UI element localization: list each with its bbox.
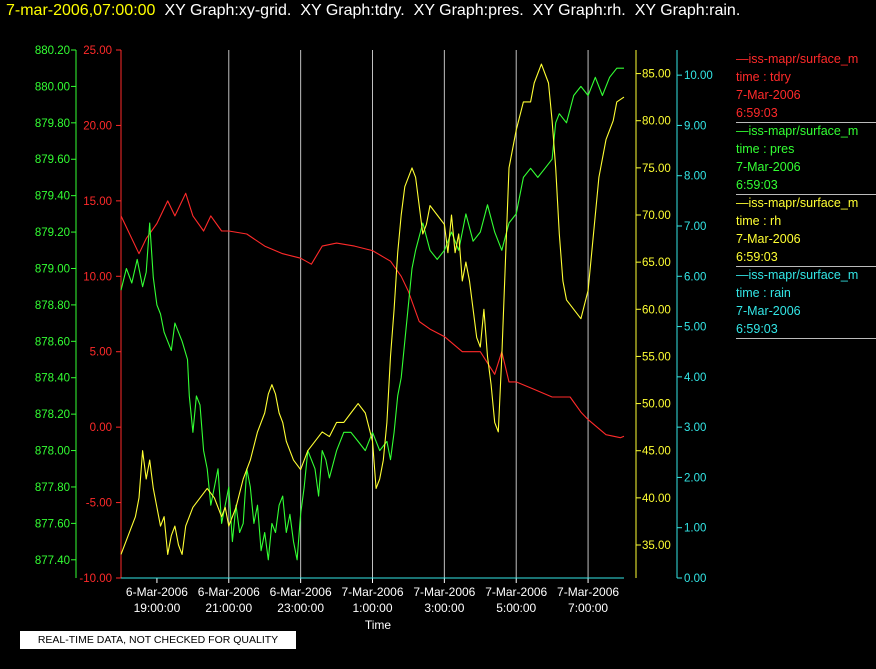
rain-tick-label: 0.00: [684, 573, 706, 585]
legend-divider: [736, 338, 876, 339]
legend-entry-pres[interactable]: —iss-mapr/surface_m time : pres 7-Mar-20…: [736, 122, 876, 195]
rain-tick-label: 1.00: [684, 523, 706, 535]
pres-tick-label: 879.00: [35, 263, 70, 275]
rh-tick-label: 55.00: [642, 351, 671, 363]
rain-tick-label: 9.00: [684, 120, 706, 132]
rain-tick-label: 8.00: [684, 171, 706, 183]
pres-tick-label: 878.20: [35, 409, 70, 421]
tdry-tick-label: 25.00: [83, 45, 112, 57]
x-tick-label-date: 6-Mar-2006: [126, 585, 188, 599]
pres-tick-label: 878.80: [35, 300, 70, 312]
legend-time-pres: 6:59:03: [736, 178, 778, 192]
x-tick-label-time: 1:00:00: [352, 601, 392, 615]
graph-label-pres: XY Graph:pres.: [413, 2, 524, 19]
x-tick-label-date: 7-Mar-2006: [557, 585, 619, 599]
tdry-tick-label: 0.00: [90, 422, 112, 434]
pres-tick-label: 880.00: [35, 81, 70, 93]
rh-tick-label: 35.00: [642, 540, 671, 552]
tdry-tick-label: 20.00: [83, 120, 112, 132]
rh-tick-label: 65.00: [642, 257, 671, 269]
series-line-pres: [120, 67, 624, 561]
pres-tick-label: 879.20: [35, 227, 70, 239]
header-timestamp: 7-mar-2006,07:00:00: [6, 2, 156, 19]
x-tick-label-time: 7:00:00: [568, 601, 608, 615]
tdry-tick-label: 15.00: [83, 196, 112, 208]
x-tick-label-time: 21:00:00: [205, 601, 252, 615]
rh-tick-label: 45.00: [642, 446, 671, 458]
legend-field-tdry: time : tdry: [736, 70, 791, 84]
rain-tick-label: 2.00: [684, 472, 706, 484]
rh-tick-label: 50.00: [642, 399, 671, 411]
pres-tick-label: 879.80: [35, 118, 70, 130]
quality-disclaimer: REAL-TIME DATA, NOT CHECKED FOR QUALITY: [20, 631, 296, 649]
pres-tick-label: 878.40: [35, 373, 70, 385]
x-tick-label-date: 6-Mar-2006: [270, 585, 332, 599]
pres-tick-label: 880.20: [35, 45, 70, 57]
legend-field-pres: time : pres: [736, 142, 795, 156]
pres-tick-label: 877.60: [35, 518, 70, 530]
tdry-tick-label: 10.00: [83, 271, 112, 283]
pres-tick-label: 879.40: [35, 191, 70, 203]
pres-tick-label: 877.80: [35, 482, 70, 494]
x-tick-label-time: 5:00:00: [496, 601, 536, 615]
legend-series-pres: —iss-mapr/surface_m: [736, 124, 859, 138]
x-tick-label-date: 7-Mar-2006: [413, 585, 475, 599]
legend-time-rain: 6:59:03: [736, 322, 778, 336]
legend-date-pres: 7-Mar-2006: [736, 160, 801, 174]
legend-series-rh: —iss-mapr/surface_m: [736, 196, 859, 210]
pres-tick-label: 879.60: [35, 154, 70, 166]
graph-label-rain: XY Graph:rain.: [634, 2, 741, 19]
header-title: 7-mar-2006,07:00:00 XY Graph:xy-grid. XY G…: [6, 2, 740, 20]
legend-date-rh: 7-Mar-2006: [736, 232, 801, 246]
legend-date-rain: 7-Mar-2006: [736, 304, 801, 318]
rain-tick-label: 5.00: [684, 322, 706, 334]
legend-series-rain: —iss-mapr/surface_m: [736, 268, 859, 282]
legend-date-tdry: 7-Mar-2006: [736, 88, 801, 102]
rain-tick-label: 7.00: [684, 221, 706, 233]
tdry-tick-label: -5.00: [86, 498, 112, 510]
pres-tick-label: 878.60: [35, 336, 70, 348]
x-tick-label-date: 6-Mar-2006: [198, 585, 260, 599]
rh-tick-label: 40.00: [642, 493, 671, 505]
legend-field-rain: time : rain: [736, 286, 791, 300]
x-tick-label-time: 3:00:00: [424, 601, 464, 615]
pres-tick-label: 878.00: [35, 446, 70, 458]
legend-entry-rh[interactable]: —iss-mapr/surface_m time : rh 7-Mar-2006…: [736, 194, 876, 267]
x-tick-label-date: 7-Mar-2006: [485, 585, 547, 599]
legend-field-rh: time : rh: [736, 214, 782, 228]
pres-tick-label: 877.40: [35, 555, 70, 567]
rh-tick-label: 75.00: [642, 163, 671, 175]
legend-time-rh: 6:59:03: [736, 250, 778, 264]
legend-divider: [736, 194, 876, 195]
legend-series-tdry: —iss-mapr/surface_m: [736, 52, 859, 66]
rh-tick-label: 85.00: [642, 69, 671, 81]
x-tick-label-time: 19:00:00: [134, 601, 181, 615]
legend-entry-rain[interactable]: —iss-mapr/surface_m time : rain 7-Mar-20…: [736, 266, 876, 339]
graph-label-xy-grid: XY Graph:xy-grid.: [164, 2, 292, 19]
rh-tick-label: 80.00: [642, 116, 671, 128]
rain-tick-label: 4.00: [684, 372, 706, 384]
x-tick-label-date: 7-Mar-2006: [341, 585, 403, 599]
tdry-tick-label: 5.00: [90, 347, 112, 359]
rh-tick-label: 60.00: [642, 304, 671, 316]
tdry-tick-label: -10.00: [79, 573, 112, 585]
legend-entry-tdry[interactable]: —iss-mapr/surface_m time : tdry 7-Mar-20…: [736, 50, 876, 123]
rain-tick-label: 3.00: [684, 422, 706, 434]
series-line-tdry: [120, 192, 625, 439]
graph-label-rh: XY Graph:rh.: [532, 2, 626, 19]
legend-time-tdry: 6:59:03: [736, 106, 778, 120]
x-tick-label-time: 23:00:00: [277, 601, 324, 615]
graph-label-tdry: XY Graph:tdry.: [300, 2, 405, 19]
x-axis-label: Time: [365, 618, 392, 632]
rain-tick-label: 10.00: [684, 70, 713, 82]
rain-tick-label: 6.00: [684, 271, 706, 283]
rh-tick-label: 70.00: [642, 210, 671, 222]
series-line-rh: [120, 63, 625, 555]
legend-divider: [736, 266, 876, 267]
legend-divider: [736, 122, 876, 123]
